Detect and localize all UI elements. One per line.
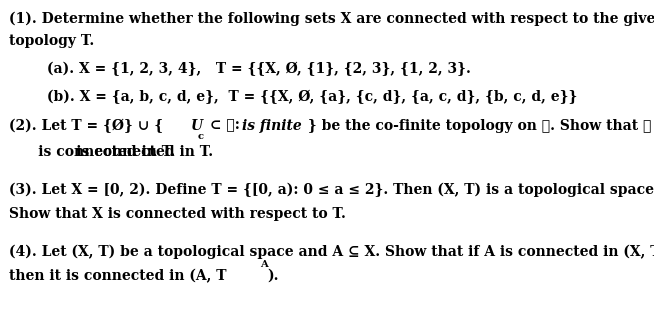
Text: U: U [191,119,203,133]
Text: (2). Let T = {Ø} ∪ {: (2). Let T = {Ø} ∪ { [9,119,163,133]
Text: topology T.: topology T. [9,34,94,48]
Text: (b). X = {a, b, c, d, e},  T = {{X, Ø, {a}, {c, d}, {a, c, d}, {b, c, d, e}}: (b). X = {a, b, c, d, e}, T = {{X, Ø, {a… [47,89,577,104]
Text: A: A [260,260,267,269]
Text: ).: ). [267,269,279,283]
Text: c: c [198,132,203,141]
Text: (3). Let X = [0, 2). Define T = {[0, a): 0 ≤ a ≤ 2}. Then (X, T) is a topologica: (3). Let X = [0, 2). Define T = {[0, a):… [9,183,654,197]
Text: then it is connected in (A, T: then it is connected in (A, T [9,269,226,283]
Text: is connected in T.: is connected in T. [9,145,175,159]
Text: } be the co-finite topology on ℝ. Show that ℝ: } be the co-finite topology on ℝ. Show t… [303,119,652,133]
Text: is connected in T.: is connected in T. [47,145,213,159]
Text: (4). Let (X, T) be a topological space and A ⊆ X. Show that if A is connected in: (4). Let (X, T) be a topological space a… [9,244,654,259]
Text: is finite: is finite [242,119,301,133]
Text: ⊂ ℝ:: ⊂ ℝ: [205,119,245,133]
Text: Show that X is connected with respect to T.: Show that X is connected with respect to… [9,207,345,221]
Text: (1). Determine whether the following sets X are connected with respect to the gi: (1). Determine whether the following set… [9,11,654,26]
Text: (a). X = {1, 2, 3, 4},   T = {{X, Ø, {1}, {2, 3}, {1, 2, 3}.: (a). X = {1, 2, 3, 4}, T = {{X, Ø, {1}, … [47,62,471,76]
